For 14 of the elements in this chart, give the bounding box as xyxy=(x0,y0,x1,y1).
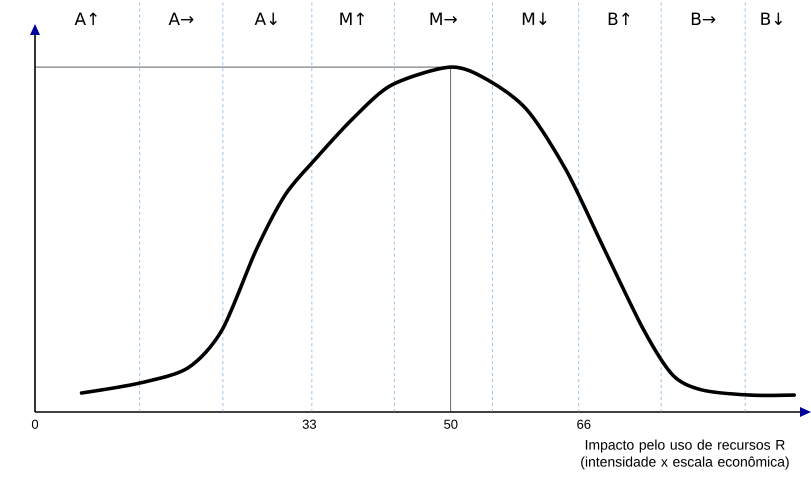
text: B↓ xyxy=(761,12,782,25)
text: M↑ xyxy=(340,12,364,25)
x-tick-label: 66 xyxy=(577,420,590,429)
text: A↓ xyxy=(254,12,277,25)
text: M→ xyxy=(430,12,457,25)
text: A→ xyxy=(168,12,194,25)
text: B→ xyxy=(692,12,716,25)
text: M↓ xyxy=(522,12,546,25)
x-tick-label: 0 xyxy=(32,420,38,429)
text: A↑ xyxy=(74,12,97,25)
x-tick-label: 50 xyxy=(444,420,458,429)
text: B↑ xyxy=(608,12,630,25)
x-tick-label: 33 xyxy=(302,420,316,429)
x-axis-title: Impacto pelo uso de recursos R (intensidade x escala econômica) xyxy=(581,440,789,470)
